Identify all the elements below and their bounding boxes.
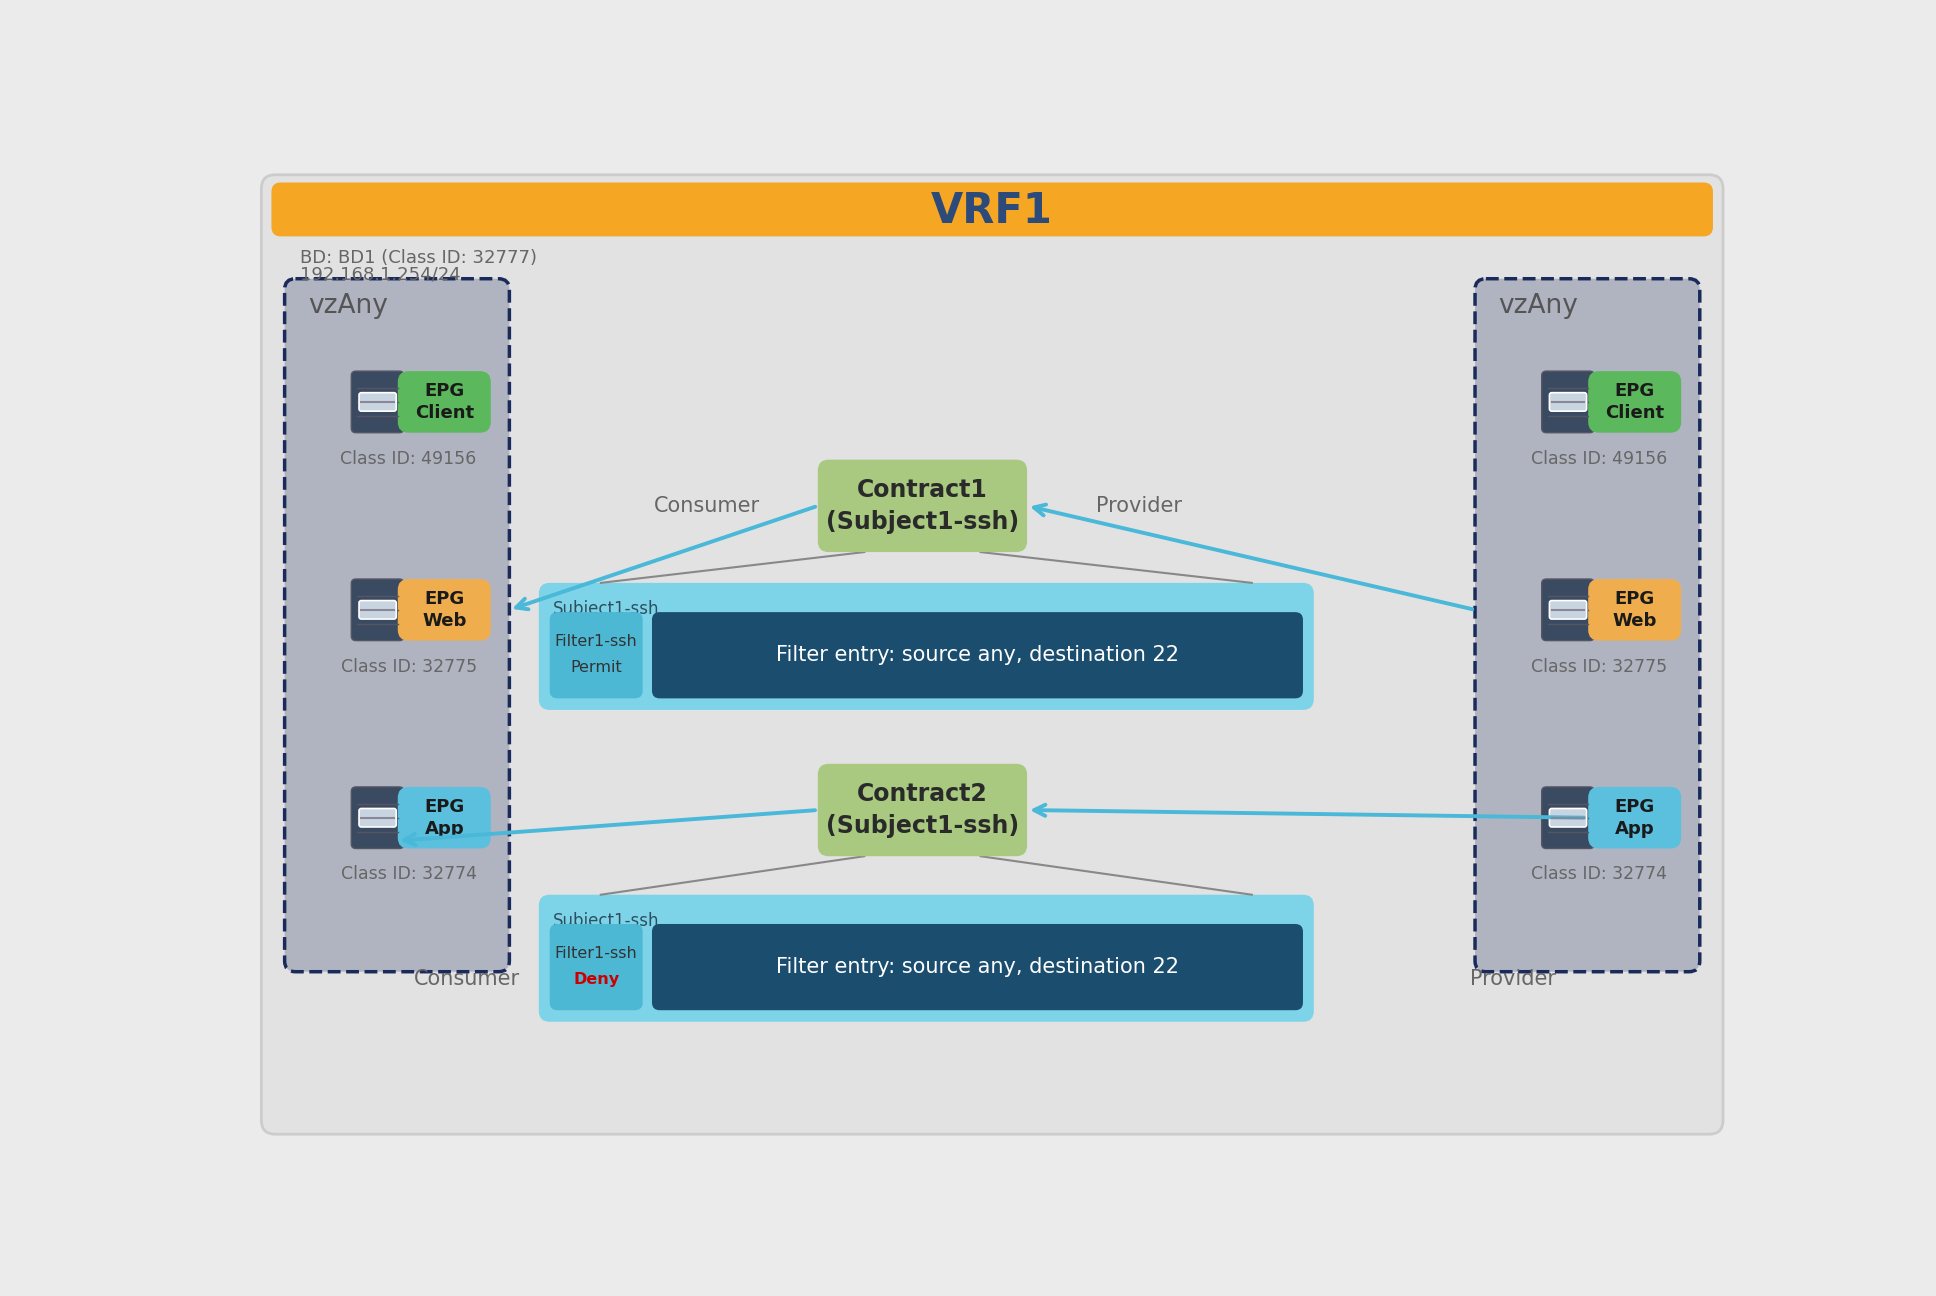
FancyBboxPatch shape (1541, 371, 1595, 433)
FancyBboxPatch shape (271, 183, 1713, 236)
FancyBboxPatch shape (397, 371, 490, 433)
Text: Class ID: 49156: Class ID: 49156 (1531, 450, 1667, 468)
FancyBboxPatch shape (358, 393, 397, 411)
Text: Permit: Permit (571, 660, 621, 675)
Text: vzAny: vzAny (308, 293, 387, 319)
FancyBboxPatch shape (1549, 393, 1588, 411)
FancyBboxPatch shape (652, 612, 1303, 699)
Text: Filter1-ssh: Filter1-ssh (556, 634, 637, 649)
Text: Class ID: 32774: Class ID: 32774 (341, 866, 476, 884)
FancyBboxPatch shape (1588, 371, 1680, 433)
FancyBboxPatch shape (1549, 809, 1588, 827)
FancyBboxPatch shape (538, 894, 1315, 1021)
FancyBboxPatch shape (358, 600, 397, 619)
Text: EPG
Web: EPG Web (1613, 590, 1657, 630)
FancyBboxPatch shape (397, 787, 490, 849)
Text: Filter entry: source any, destination 22: Filter entry: source any, destination 22 (776, 645, 1179, 665)
FancyBboxPatch shape (1588, 579, 1680, 640)
FancyBboxPatch shape (817, 763, 1028, 857)
Text: Class ID: 49156: Class ID: 49156 (341, 450, 476, 468)
Text: Contract2
(Subject1-ssh): Contract2 (Subject1-ssh) (827, 783, 1018, 837)
FancyBboxPatch shape (350, 579, 405, 640)
FancyBboxPatch shape (538, 583, 1315, 710)
FancyBboxPatch shape (350, 371, 405, 433)
Text: Filter entry: source any, destination 22: Filter entry: source any, destination 22 (776, 958, 1179, 977)
Text: EPG
Client: EPG Client (414, 382, 474, 422)
FancyBboxPatch shape (1588, 787, 1680, 849)
Text: Consumer: Consumer (654, 496, 761, 516)
Text: Subject1-ssh: Subject1-ssh (554, 600, 660, 618)
Text: Class ID: 32775: Class ID: 32775 (341, 657, 476, 675)
FancyBboxPatch shape (350, 787, 405, 849)
FancyBboxPatch shape (397, 579, 490, 640)
Text: VRF1: VRF1 (931, 191, 1053, 232)
Text: vzAny: vzAny (1498, 293, 1578, 319)
Text: Consumer: Consumer (414, 969, 519, 989)
FancyBboxPatch shape (1541, 579, 1595, 640)
FancyBboxPatch shape (285, 279, 509, 972)
FancyBboxPatch shape (1541, 787, 1595, 849)
Text: Subject1-ssh: Subject1-ssh (554, 911, 660, 929)
FancyBboxPatch shape (550, 612, 643, 699)
Text: Provider: Provider (1469, 969, 1557, 989)
FancyBboxPatch shape (652, 924, 1303, 1010)
FancyBboxPatch shape (1549, 600, 1588, 619)
Text: BD: BD1 (Class ID: 32777): BD: BD1 (Class ID: 32777) (300, 249, 536, 267)
Text: Contract1
(Subject1-ssh): Contract1 (Subject1-ssh) (827, 478, 1018, 534)
Text: EPG
App: EPG App (1615, 797, 1655, 837)
FancyBboxPatch shape (817, 460, 1028, 552)
Text: Class ID: 32775: Class ID: 32775 (1531, 657, 1667, 675)
Text: Class ID: 32774: Class ID: 32774 (1531, 866, 1667, 884)
Text: EPG
Web: EPG Web (422, 590, 467, 630)
Text: Deny: Deny (573, 972, 620, 988)
Text: 192.168.1.254/24: 192.168.1.254/24 (300, 266, 461, 284)
Text: EPG
App: EPG App (424, 797, 465, 837)
FancyBboxPatch shape (261, 175, 1723, 1134)
FancyBboxPatch shape (1475, 279, 1700, 972)
FancyBboxPatch shape (550, 924, 643, 1010)
Text: Filter1-ssh: Filter1-ssh (556, 946, 637, 960)
Text: EPG
Client: EPG Client (1605, 382, 1665, 422)
FancyBboxPatch shape (358, 809, 397, 827)
Text: Provider: Provider (1096, 496, 1183, 516)
